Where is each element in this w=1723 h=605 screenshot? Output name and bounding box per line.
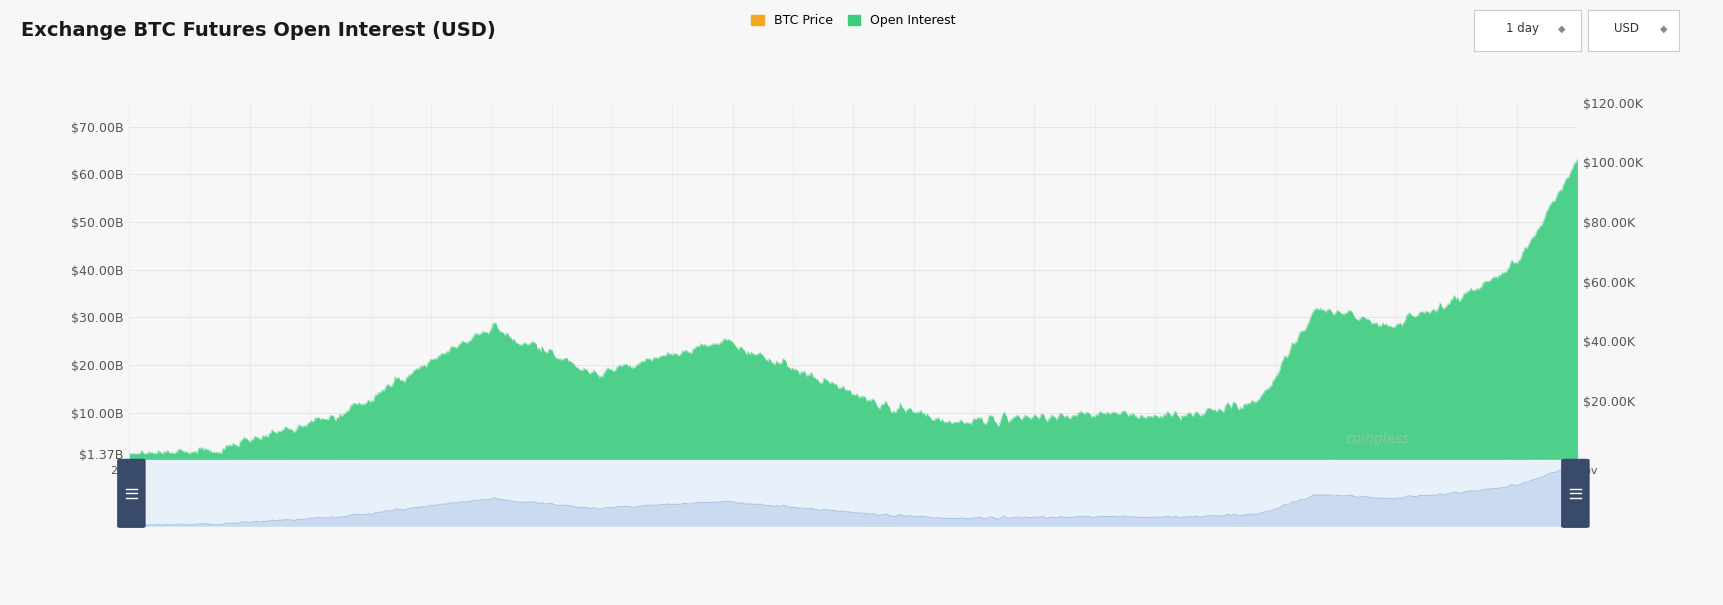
Text: coinglass: coinglass — [1346, 432, 1409, 446]
Text: ◆: ◆ — [1558, 24, 1564, 34]
Text: ◆: ◆ — [1659, 24, 1666, 34]
Legend: BTC Price, Open Interest: BTC Price, Open Interest — [746, 9, 960, 32]
Text: Exchange BTC Futures Open Interest (USD): Exchange BTC Futures Open Interest (USD) — [21, 21, 495, 40]
Text: 1 day: 1 day — [1504, 22, 1537, 35]
Text: USD: USD — [1613, 22, 1639, 35]
